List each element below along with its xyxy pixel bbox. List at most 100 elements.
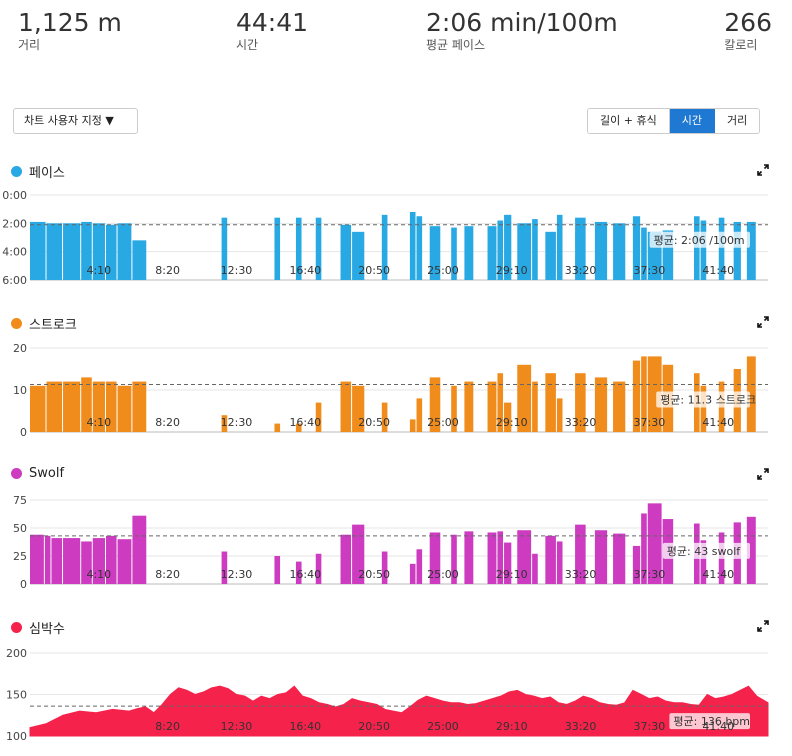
bar	[381, 214, 388, 280]
bar	[416, 216, 423, 280]
x-tick-label: 25:00	[427, 264, 459, 277]
average-label: 평균: 2:06 /100m	[654, 234, 745, 247]
bar	[340, 534, 352, 584]
swolf-title-text: Swolf	[29, 466, 65, 481]
stroke-legend-dot	[11, 318, 22, 329]
average-label-bg	[669, 713, 750, 730]
y-tick-label: 20	[13, 342, 27, 355]
bar	[429, 226, 441, 280]
heart-rate-area	[29, 685, 769, 737]
distance-label: 거리	[18, 38, 41, 52]
bar	[632, 545, 641, 584]
bar	[340, 381, 352, 432]
bar	[504, 402, 512, 432]
distance-value: 1,125 m	[18, 8, 122, 37]
x-tick-label: 33:20	[565, 264, 597, 277]
bar	[545, 535, 556, 584]
expand-icon[interactable]	[757, 164, 769, 176]
bar	[132, 515, 147, 584]
expand-icon[interactable]	[757, 316, 769, 328]
y-tick-label: 200	[6, 647, 27, 660]
bar	[497, 531, 504, 584]
bar	[81, 221, 92, 280]
x-tick-label: 33:20	[565, 720, 597, 733]
time-value: 44:41	[236, 8, 309, 37]
x-tick-label: 20:50	[358, 568, 390, 581]
stroke-chart-title: 스트로크	[11, 314, 77, 333]
bar	[613, 381, 626, 432]
swolf-chart-title: Swolf	[11, 466, 64, 481]
bar	[409, 419, 416, 432]
bar	[92, 538, 105, 584]
x-tick-label: 29:10	[496, 416, 528, 429]
bar	[315, 553, 322, 584]
bar	[451, 385, 457, 432]
bar	[315, 217, 322, 280]
swolf-legend-dot	[11, 468, 22, 479]
expand-icon[interactable]	[757, 620, 769, 632]
x-tick-label: 37:30	[634, 416, 666, 429]
bar	[532, 219, 538, 280]
bar	[545, 231, 556, 280]
bar	[504, 214, 512, 280]
bar	[221, 551, 228, 584]
y-tick-label: 6:00	[2, 274, 27, 287]
bar	[295, 423, 302, 432]
bar	[545, 373, 556, 432]
toggle-distance[interactable]: 거리	[714, 109, 760, 133]
bar	[429, 377, 441, 432]
bar	[81, 377, 92, 432]
x-tick-label: 41:40	[702, 264, 734, 277]
average-label-bg	[656, 391, 750, 408]
pace-legend-dot	[11, 166, 22, 177]
bar	[46, 381, 63, 432]
hr-title-text: 심박수	[29, 622, 65, 637]
activity-summary: 1,125 m 거리 44:41 시간 2:06 min/100m 평균 페이스…	[0, 0, 792, 60]
bar	[594, 530, 608, 584]
bar	[416, 549, 423, 584]
x-tick-label: 37:30	[634, 720, 666, 733]
customize-chart-dropdown[interactable]: 차트 사용자 지정 ▼	[13, 108, 138, 134]
pace-chart: 0:00 2:00 4:00 6:00 평균: 2:06 /100m 4:10 8:20 12…	[2, 189, 768, 287]
bar	[487, 381, 497, 432]
x-tick-label: 8:20	[155, 264, 180, 277]
bar	[746, 516, 756, 584]
y-tick-label: 0	[20, 578, 27, 591]
bar	[274, 423, 281, 432]
bar	[132, 381, 147, 432]
toggle-lengths-rest[interactable]: 길이 + 휴식	[588, 109, 670, 133]
x-tick-label: 29:10	[496, 264, 528, 277]
y-tick-label: 100	[6, 730, 27, 743]
bar	[92, 223, 105, 280]
expand-icon[interactable]	[757, 468, 769, 480]
bar	[517, 530, 532, 584]
calories-stat: 266 칼로리	[724, 8, 772, 52]
avg-pace-stat: 2:06 min/100m 평균 페이스	[426, 8, 618, 52]
bar	[746, 356, 756, 432]
y-tick-label: 10	[13, 384, 27, 397]
bar	[632, 216, 641, 280]
bar	[718, 217, 725, 280]
bar	[556, 398, 563, 432]
bar	[81, 541, 92, 584]
bar	[352, 524, 365, 584]
bar	[429, 532, 441, 584]
y-tick-label: 0:00	[2, 189, 27, 202]
bar	[63, 381, 81, 432]
bar	[30, 534, 44, 584]
bar	[700, 220, 707, 280]
x-tick-label: 16:40	[289, 264, 321, 277]
bar	[464, 226, 474, 280]
time-stat: 44:41 시간	[236, 8, 308, 52]
bar	[641, 356, 647, 432]
bar	[352, 385, 365, 432]
y-tick-label: 50	[13, 522, 27, 535]
bar	[497, 220, 504, 280]
toggle-time[interactable]: 시간	[669, 109, 715, 133]
bar	[575, 373, 586, 432]
bar	[556, 541, 563, 584]
bar	[30, 221, 46, 280]
average-label: 평균: 136 bpm	[673, 715, 750, 728]
bar	[63, 223, 81, 280]
bar	[295, 561, 302, 584]
